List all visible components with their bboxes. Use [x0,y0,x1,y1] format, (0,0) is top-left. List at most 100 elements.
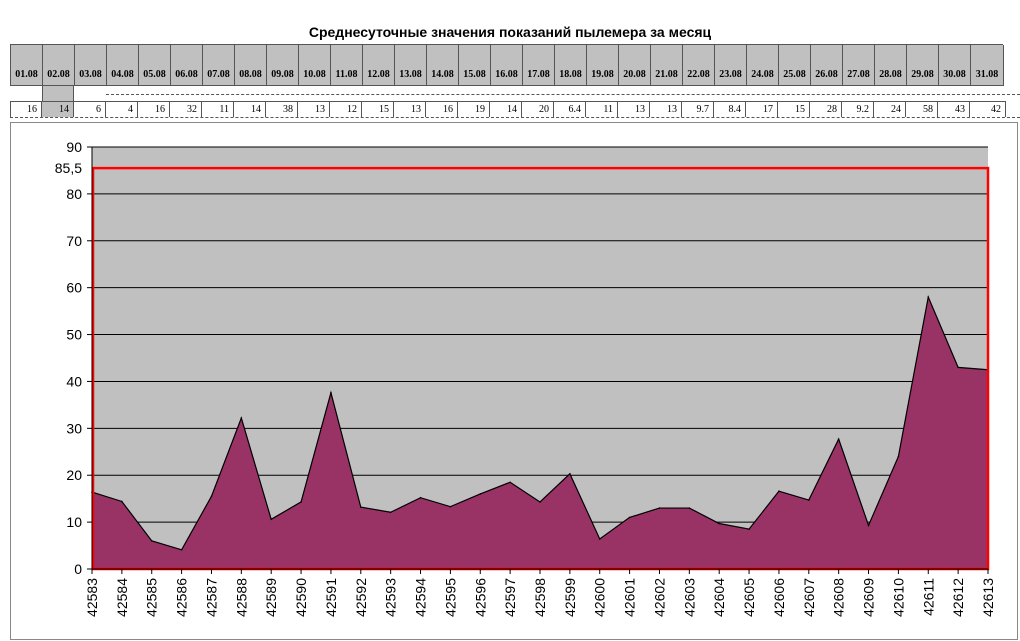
highlight-block [42,86,74,101]
daily-value-cell: 13 [298,101,330,117]
daily-value-cell: 43 [938,101,970,117]
daily-value-cell: 9.2 [842,101,874,117]
data-point [867,524,870,527]
date-cell: 04.08 [107,45,139,86]
x-tick-label: 42595 [442,578,458,617]
date-cell: 11.08 [331,45,363,86]
data-point [748,528,750,530]
daily-value-cell: 24 [874,101,906,117]
x-tick-label: 42607 [801,578,817,617]
x-tick-label: 42590 [293,578,309,617]
date-cell: 13.08 [395,45,427,86]
daily-value-cell: 13 [650,101,682,117]
data-point [688,507,691,509]
x-tick-label: 42584 [114,578,130,617]
series-area [92,297,988,569]
date-cell: 02.08 [43,45,75,86]
daily-value-cell: 11 [202,101,234,117]
x-tick-label: 42596 [472,578,488,617]
y-tick-label: 0 [74,561,82,577]
date-cell: 19.08 [587,45,619,86]
x-tick-label: 42605 [741,578,757,617]
x-tick-label: 42583 [84,578,100,617]
daily-value-cell: 16 [10,101,42,117]
y-tick-label: 80 [66,186,82,202]
data-point [539,501,541,503]
chart-frame [10,122,1018,640]
data-point [897,455,900,458]
daily-value-cell: 16 [138,101,170,117]
date-cell: 17.08 [523,45,555,86]
date-cell: 01.08 [11,45,43,86]
daily-value-cell: 58 [906,101,938,117]
date-cell: 15.08 [459,45,491,86]
data-point [628,516,631,519]
x-tick-label: 42589 [263,578,279,617]
data-point [837,438,840,440]
date-cell: 10.08 [299,45,331,86]
y-tick-label: 90 [66,139,82,155]
data-point [778,490,780,492]
chart-title: Среднесуточные значения показаний пылеме… [308,24,712,40]
date-cell: 25.08 [779,45,811,86]
x-tick-label: 42599 [562,578,578,617]
daily-value-cell: 28 [810,101,842,117]
data-point [509,481,511,484]
date-cell: 26.08 [811,45,843,86]
data-point [150,540,153,542]
daily-values-row: 16 14 6 4 16 32 11 14 38 13 12 15 13 16 19 14 20 6.4 11 13 1… [10,101,1020,118]
data-point [808,499,810,501]
x-tick-label: 42604 [711,578,727,617]
date-cell: 05.08 [139,45,171,86]
y-tick-label: 20 [66,467,82,483]
data-point [658,507,661,509]
x-tick-label: 42603 [681,578,697,617]
x-tick-label: 42594 [413,578,429,617]
date-cell: 31.08 [971,45,1004,86]
data-point [389,511,392,514]
daily-value-cell: 4 [106,101,138,117]
date-cell: 07.08 [203,45,235,86]
x-tick-label: 42597 [502,578,518,617]
daily-value-cell: 16 [426,101,458,117]
threshold-label: 85,5 [55,160,82,176]
x-tick-label: 42610 [890,578,906,617]
y-tick-label: 40 [66,373,82,389]
daily-value-cell: 9.7 [682,101,714,117]
data-point [121,500,123,503]
data-point [479,493,482,495]
date-cell: 09.08 [267,45,299,86]
x-tick-label: 42586 [174,578,190,617]
x-tick-label: 42609 [861,578,877,617]
data-point [449,505,452,508]
y-tick-label: 70 [66,233,82,249]
daily-value-cell: 13 [618,101,650,117]
daily-value-cell: 13 [394,101,426,117]
daily-value-cell: 38 [266,101,298,117]
y-tick-label: 50 [66,327,82,343]
daily-value-cell: 14 [490,101,522,117]
data-point [360,506,362,508]
data-point [240,417,243,419]
daily-value-cell: 8.4 [714,101,746,117]
date-cell: 30.08 [939,45,971,86]
x-tick-label: 42593 [383,578,399,617]
x-tick-label: 42592 [353,578,369,617]
x-tick-label: 42612 [950,578,966,617]
y-tick-label: 30 [66,420,82,436]
date-cell: 28.08 [875,45,907,86]
daily-value-cell: 6 [74,101,106,117]
dashed-divider-lower [10,117,1020,118]
data-point [569,473,571,475]
data-point [180,548,183,551]
x-tick-label: 42606 [771,578,787,617]
y-tick-label: 10 [66,514,82,530]
date-cell: 06.08 [171,45,203,86]
date-cell: 12.08 [363,45,395,86]
x-tick-label: 42588 [233,578,249,617]
date-header-table: 01.08 02.08 03.08 04.08 05.08 06.08 07.08 08.08… [10,44,1004,86]
data-point [210,495,213,498]
x-tick-label: 42591 [323,578,339,617]
x-tick-label: 42613 [980,578,996,617]
